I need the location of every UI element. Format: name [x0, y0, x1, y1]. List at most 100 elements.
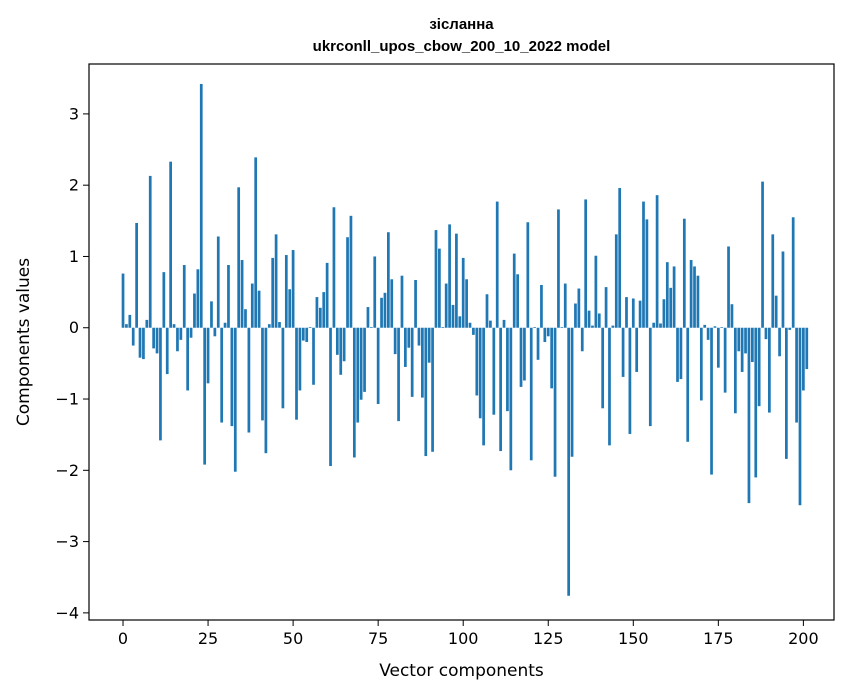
bar — [186, 327, 190, 391]
bar — [591, 325, 594, 328]
bar — [655, 195, 659, 328]
bar — [417, 327, 421, 346]
bar — [686, 327, 690, 442]
bar — [669, 287, 673, 328]
bar — [574, 303, 577, 328]
bar — [254, 157, 258, 328]
bar — [390, 279, 394, 328]
bar — [407, 327, 411, 348]
x-tick-label: 175 — [703, 629, 734, 648]
x-axis-ticks: 0 25 50 75 100 125 150 175 200 — [118, 620, 819, 648]
bar — [523, 327, 526, 381]
bar — [206, 327, 210, 384]
bar — [577, 288, 581, 328]
bar — [404, 327, 407, 367]
x-tick-label: 150 — [618, 629, 649, 648]
bar — [434, 230, 438, 328]
x-tick-label: 200 — [788, 629, 819, 648]
x-tick-label: 0 — [118, 629, 128, 648]
bar — [295, 327, 298, 420]
bar — [284, 255, 288, 328]
bar — [261, 327, 264, 421]
bar — [441, 327, 445, 328]
bar — [244, 309, 247, 328]
bar — [638, 300, 642, 328]
y-tick-label: −2 — [55, 461, 79, 480]
bar — [438, 248, 441, 328]
bar — [444, 283, 448, 328]
bar — [424, 327, 428, 457]
x-tick-label: 50 — [283, 629, 303, 648]
bar — [672, 266, 676, 328]
bar — [506, 327, 509, 412]
bar — [359, 327, 363, 400]
bar — [802, 327, 805, 391]
bar — [710, 327, 713, 475]
bar — [536, 327, 540, 360]
bar — [540, 284, 543, 328]
bar — [135, 222, 138, 328]
bar — [138, 327, 142, 358]
bar — [318, 307, 322, 328]
bar — [335, 327, 339, 355]
bar — [210, 301, 213, 328]
bar — [356, 327, 360, 423]
bar — [414, 279, 417, 328]
y-axis-label: Components values — [14, 258, 34, 426]
bar — [468, 322, 472, 328]
bar — [733, 327, 737, 414]
bar — [587, 310, 591, 328]
bar — [220, 327, 224, 423]
bar — [706, 327, 710, 340]
bar — [165, 327, 169, 375]
bar — [502, 319, 506, 328]
y-tick-label: 0 — [69, 318, 79, 337]
bar — [703, 324, 707, 328]
bar — [203, 327, 207, 465]
bar — [618, 188, 622, 328]
bar — [788, 327, 792, 330]
bar — [512, 253, 516, 328]
bar — [179, 327, 183, 340]
x-tick-label: 25 — [198, 629, 218, 648]
bar — [546, 327, 550, 337]
bar — [451, 304, 455, 328]
bar — [516, 274, 519, 328]
bar — [421, 327, 424, 398]
bar — [145, 319, 149, 328]
x-tick-label: 75 — [368, 629, 388, 648]
bar — [764, 327, 768, 340]
bar — [529, 327, 533, 461]
bar — [645, 219, 649, 328]
bar — [754, 327, 758, 478]
bar — [250, 283, 254, 328]
bar — [369, 327, 373, 328]
bar — [373, 256, 377, 328]
bar — [757, 327, 761, 407]
bar — [431, 327, 434, 452]
bar — [774, 295, 778, 328]
bar — [533, 327, 536, 328]
y-axis-ticks: −4 −3 −2 −1 0 1 2 3 — [55, 104, 89, 622]
bar — [257, 290, 261, 328]
bar — [363, 327, 366, 392]
bar — [455, 233, 458, 328]
bar — [628, 327, 632, 434]
bar — [621, 327, 625, 377]
bar — [611, 325, 615, 328]
bar — [329, 327, 332, 467]
bar — [230, 327, 234, 427]
bar — [614, 234, 618, 328]
bars-group — [121, 83, 809, 596]
bar — [352, 327, 356, 458]
bar — [339, 327, 343, 375]
bar — [196, 269, 200, 328]
bar — [567, 327, 571, 596]
bar — [193, 293, 196, 328]
bar — [553, 327, 557, 477]
bar — [148, 175, 152, 328]
bar — [312, 327, 315, 385]
bar — [472, 327, 475, 335]
bar — [676, 327, 679, 382]
bar — [798, 327, 802, 506]
